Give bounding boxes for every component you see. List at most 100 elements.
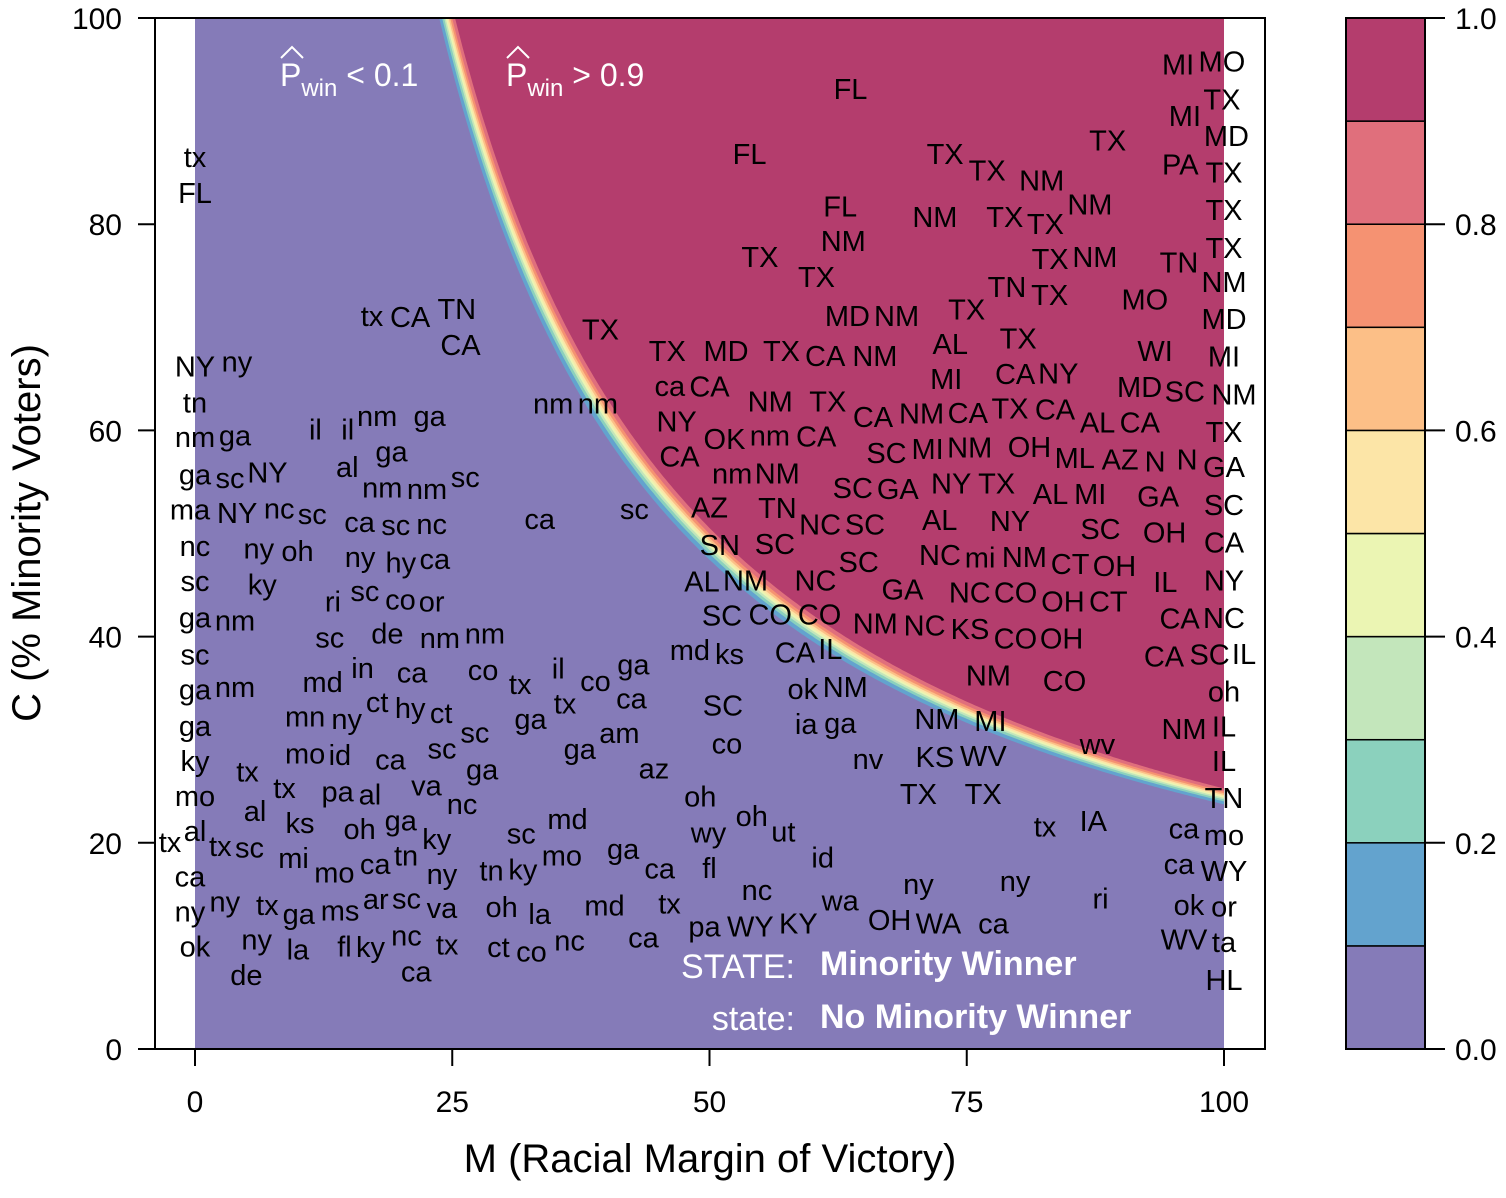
state-label: pa [688,912,721,944]
state-label: CA [805,341,846,373]
case-legend: STATE: Minority Winner state: No Minorit… [681,945,1131,1038]
state-label: hy [395,693,426,725]
state-label: va [427,893,459,925]
state-label: SC [866,438,906,470]
state-label: co [580,666,611,698]
state-label: TX [927,139,964,171]
state-label: FL [178,178,212,210]
state-label: NC [904,610,946,642]
y-tick-label: 60 [89,415,122,448]
colorbar-bin [1345,326,1426,432]
state-label: CA [659,442,700,474]
state-label: NM [914,704,959,736]
state-label: AL [1033,479,1068,511]
state-label: FL [823,192,857,224]
state-label: NM [1067,190,1112,222]
state-label: IL [1212,746,1236,778]
state-label: HL [1205,965,1242,997]
state-label: tx [184,142,207,174]
colorbar-tick-label: 0.0 [1455,1034,1497,1067]
state-label: SC [1204,490,1244,522]
state-label: AL [933,329,968,361]
state-label: ms [321,896,360,928]
state-label: TN [758,493,797,525]
state-label: OH [1143,517,1187,549]
state-label: CO [994,577,1038,609]
colorbar-bin [1345,429,1426,535]
state-label: CA [390,302,431,334]
state-label: NY [247,458,287,490]
annotation-high-p: P [506,57,527,93]
state-label: tx [209,831,232,863]
state-label: IL [1232,639,1256,671]
state-label: CA [1120,408,1161,440]
state-label: ky [181,746,211,778]
state-label: ga [413,401,446,433]
state-label: ok [180,932,211,964]
state-label: NY [931,469,971,501]
colorbar-bin [1345,17,1426,122]
state-label: ca [175,862,207,894]
state-label: ga [283,899,316,931]
state-label: co [712,729,743,761]
state-label: nm [407,474,447,506]
state-label: ky [422,824,452,856]
state-label: WY [1201,856,1248,888]
state-label: mi [278,843,309,875]
state-label: sc [620,494,649,526]
state-label: NM [899,399,944,431]
state-label: ta [1212,927,1237,959]
state-label: nc [416,509,447,541]
state-label: IL [1212,712,1236,744]
state-label: MD [825,301,870,333]
x-tick-label: 50 [693,1086,726,1119]
state-label: TX [809,387,846,419]
state-label: GA [877,474,920,506]
state-label: ma [170,495,211,527]
annotation-high-sub: win [526,75,563,102]
state-label: ks [715,639,744,671]
state-label: OK [704,424,747,456]
state-label: tn [394,841,418,873]
state-label: ct [430,698,453,730]
state-label: CA [1144,641,1185,673]
state-label: MD [1201,304,1246,336]
state-label: sc [460,718,489,750]
state-label: ky [356,932,386,964]
state-label: ga [607,834,640,866]
state-label: ca [616,684,648,716]
state-label: sc [507,819,536,851]
state-label: al [336,452,359,484]
state-label: tx [658,888,681,920]
state-label: oh [1208,676,1240,708]
state-label: in [351,653,374,685]
state-label: id [329,740,352,772]
state-label: CO [748,600,792,632]
state-label: OH [1040,624,1084,656]
state-label: WY [727,912,774,944]
state-label: TX [1089,126,1126,158]
state-label: ny [331,704,362,736]
state-label: la [287,934,310,966]
state-label: SC [1189,640,1229,672]
annotation-low-rest: < 0.1 [337,57,418,93]
state-label: TX [948,294,985,326]
state-label: ny [903,869,934,901]
state-label: tx [361,301,384,333]
state-label: ca [654,371,686,403]
state-label: OH [1093,551,1137,583]
state-label: nc [180,531,211,563]
colorbar-tick-label: 0.8 [1455,209,1497,242]
state-label: wy [690,817,727,849]
legend-upper-key: STATE: [681,948,795,986]
state-label: NM [748,387,793,419]
state-label: ny [1000,866,1031,898]
state-label: md [584,891,624,923]
state-label: NC [949,577,991,609]
state-label: NM [912,202,957,234]
state-label: SC [755,529,795,561]
state-label: IA [1080,806,1108,838]
state-label: ny [243,533,274,565]
state-label: NY [656,406,696,438]
state-label: nc [554,925,585,957]
